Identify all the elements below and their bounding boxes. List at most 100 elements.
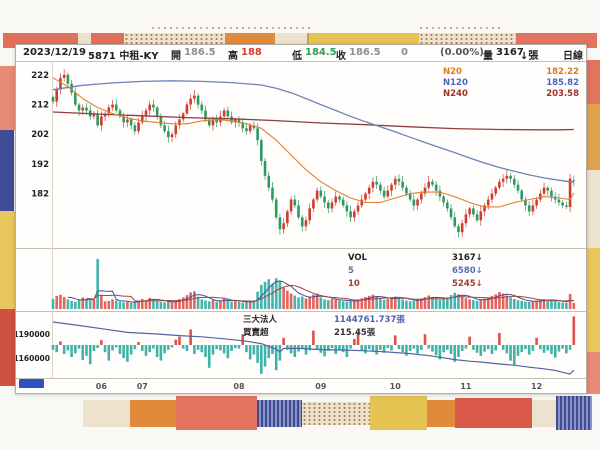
- candle-body: [557, 199, 561, 203]
- volume-bar: [308, 297, 311, 309]
- inst-value: 1144761.737張: [334, 315, 405, 325]
- candle-body: [416, 199, 419, 206]
- candle-body: [51, 97, 55, 102]
- candle-body: [81, 107, 85, 111]
- candle-body: [55, 89, 59, 102]
- candle-body: [297, 205, 300, 218]
- inst-net-bar: [174, 339, 178, 345]
- inst-net-bar: [178, 336, 181, 345]
- volume-bar: [167, 301, 170, 309]
- decor-block: [0, 309, 15, 386]
- volume-bar: [215, 301, 218, 309]
- inst-net-bar: [62, 345, 66, 354]
- candle-body: [74, 92, 77, 105]
- inst-net-bar: [196, 345, 200, 350]
- candle-body: [520, 190, 524, 200]
- candle-body: [512, 178, 516, 185]
- ma120-label: N120: [443, 78, 468, 88]
- candle-body: [434, 184, 438, 191]
- candle-body: [211, 119, 215, 126]
- candle-body: [233, 119, 237, 123]
- volume-bar: [431, 297, 434, 309]
- volume-bar: [241, 302, 245, 309]
- inst-net-bar: [486, 345, 490, 350]
- volume-bar: [70, 300, 73, 309]
- candle-body: [308, 208, 311, 221]
- inst-net-bar: [449, 345, 453, 354]
- volume-bar: [226, 300, 230, 309]
- inst-net-bar: [211, 345, 215, 355]
- candle-body: [338, 196, 341, 200]
- candle-body: [501, 178, 505, 182]
- month-label: 08: [233, 382, 245, 391]
- inst-net-bar: [241, 334, 245, 345]
- inst-net-bar: [74, 345, 77, 354]
- volume-bar: [427, 295, 431, 309]
- candle-body: [122, 116, 125, 123]
- inst-net-bar: [133, 345, 137, 350]
- candle-body: [386, 190, 390, 197]
- candle-body: [401, 181, 404, 188]
- candle-body: [393, 178, 397, 185]
- volume-bar: [531, 301, 535, 309]
- candle-body: [170, 134, 174, 138]
- candle-body: [326, 202, 330, 209]
- volume-bar: [512, 298, 516, 309]
- candle-body: [126, 119, 129, 123]
- volume-bar: [460, 296, 464, 309]
- inst-net-bar: [122, 345, 125, 359]
- volume-bar: [107, 300, 111, 309]
- volume-bar: [282, 287, 285, 309]
- period-selector[interactable]: 日線: [563, 51, 583, 62]
- ma120-line: [52, 80, 574, 183]
- inst-net-bar: [226, 345, 230, 359]
- volume-label: 量: [483, 51, 493, 62]
- volume-bar: [401, 299, 404, 309]
- candle-body: [494, 187, 497, 194]
- inst-net-bar: [460, 345, 464, 351]
- volume-bar: [315, 293, 319, 309]
- candle-body: [140, 116, 144, 123]
- bottom-left-badge[interactable]: [19, 379, 44, 388]
- inst-net-bar: [438, 345, 442, 360]
- volume-bar: [520, 300, 524, 309]
- volume-bar: [289, 293, 293, 309]
- candle-body: [464, 214, 468, 224]
- volume-bar: [568, 293, 572, 309]
- inst-net-bar: [81, 345, 85, 360]
- volume-bar: [334, 299, 338, 309]
- candle-body: [364, 193, 367, 200]
- inst-net-bar: [434, 345, 438, 356]
- candle-body: [66, 74, 70, 84]
- candle-body: [509, 175, 512, 179]
- decor-block: [0, 66, 15, 130]
- inst-net-bar: [282, 337, 285, 345]
- inst-tick-label: 1160000: [16, 354, 50, 363]
- inst-net-bar: [59, 341, 62, 345]
- quote-date: 2023/12/19: [23, 47, 86, 58]
- volume-bar: [155, 300, 159, 309]
- candle-body: [77, 104, 81, 111]
- inst-net-bar: [137, 342, 140, 345]
- candle-body: [167, 131, 170, 138]
- volume-bar: [178, 298, 181, 309]
- candle-body: [315, 190, 319, 200]
- inst-net-bar: [103, 345, 107, 353]
- price-volume-chart[interactable]: 06 07 08 09 10 11 12 222 212 202 192 182 1190000 1160…: [16, 45, 586, 393]
- inst-net-bar: [248, 345, 252, 360]
- candle-body: [62, 74, 66, 78]
- candle-body: [360, 199, 364, 206]
- volume-bar: [412, 300, 416, 309]
- inst-net-bar: [252, 345, 256, 355]
- quote-header: 2023/12/19 5871 中租-KY 開 186.5 高 188 低 18…: [16, 45, 586, 62]
- volume-bar: [553, 301, 557, 309]
- inst-cumulative-line: [52, 321, 575, 375]
- candle-body: [561, 202, 564, 206]
- inst-net-bar: [267, 345, 271, 359]
- inst-net-bar: [442, 345, 445, 353]
- candle-body: [241, 122, 245, 129]
- inst-net-bar: [512, 345, 516, 366]
- inst-net-bar: [431, 345, 434, 352]
- decor-block: [130, 400, 176, 427]
- candle-body: [319, 190, 323, 197]
